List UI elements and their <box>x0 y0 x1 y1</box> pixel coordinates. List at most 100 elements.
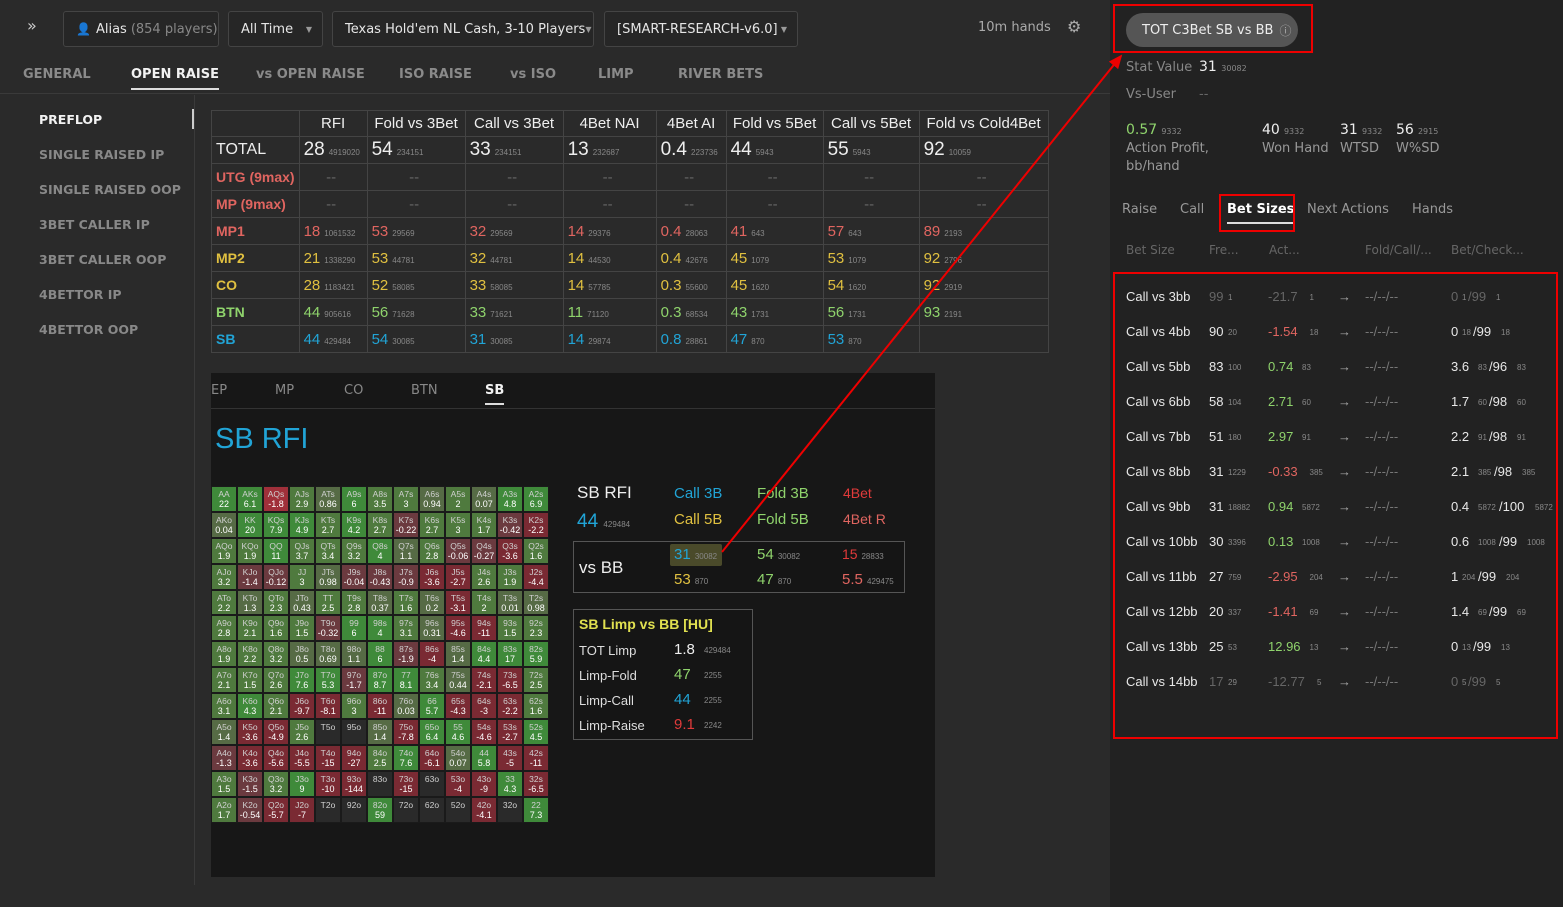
stats-cell[interactable]: 52 58085 <box>366 271 466 299</box>
stats-col-header[interactable]: 4Bet AI <box>655 110 727 137</box>
hand-cell[interactable]: 52o <box>445 796 471 823</box>
hand-cell[interactable]: J2s -4.4 <box>523 563 549 590</box>
stats-cell[interactable]: 54 234151 <box>366 136 466 164</box>
hand-cell[interactable]: 86s -4 <box>419 641 445 668</box>
stats-col-header[interactable]: Call vs 3Bet <box>464 110 564 137</box>
hand-cell[interactable]: KQs 7.9 <box>263 511 289 538</box>
hand-cell[interactable]: 97o -1.7 <box>341 667 367 694</box>
hand-cell[interactable]: Q2s 1.6 <box>523 537 549 564</box>
hand-cell[interactable]: 98s 4 <box>367 615 393 642</box>
stats-cell[interactable]: 28 4919020 <box>298 136 368 164</box>
stats-col-header[interactable]: Call vs 5Bet <box>822 110 920 137</box>
hand-cell[interactable]: 33 4.3 <box>497 770 523 797</box>
stats-cell[interactable]: 33 234151 <box>464 136 564 164</box>
bet-size-row[interactable]: Call vs 10bb 30 3396 0.13 1008 → --/--/-- 0.6 10… <box>1126 534 1546 554</box>
stat-pill[interactable]: TOT C3Bet SB vs BB ⓘ <box>1126 13 1298 47</box>
bet-size-row[interactable]: Call vs 6bb 58 104 2.71 60 → --/--/-- 1.7 60/98 6… <box>1126 394 1546 414</box>
hand-cell[interactable]: AQs -1.8 <box>263 486 289 512</box>
hand-cell[interactable]: J4o -5.5 <box>289 744 315 771</box>
hand-cell[interactable]: 76o 0.03 <box>393 693 419 720</box>
hand-cell[interactable]: J7s -0.9 <box>393 563 419 590</box>
hand-cell[interactable]: 53o -4 <box>445 770 471 797</box>
hand-cell[interactable]: J7o 7.6 <box>289 667 315 694</box>
stats-cell[interactable]: 53 44781 <box>366 244 466 272</box>
hand-cell[interactable]: Q5o -4.9 <box>263 719 289 745</box>
hand-cell[interactable]: 86o -11 <box>367 693 393 720</box>
tab-co[interactable]: CO <box>344 383 364 398</box>
hand-cell[interactable]: 87o 8.7 <box>367 667 393 694</box>
hand-cell[interactable]: A9s 6 <box>341 486 367 512</box>
hand-cell[interactable]: KTs 2.7 <box>315 511 341 538</box>
stats-row-label[interactable]: CO <box>211 271 300 299</box>
tab-btn[interactable]: BTN <box>411 383 438 398</box>
stats-cell[interactable]: -- <box>918 163 1049 191</box>
hand-cell[interactable]: K5s 3 <box>445 511 471 538</box>
stats-col-header[interactable]: RFI <box>298 110 368 137</box>
stats-cell[interactable]: -- <box>655 190 727 218</box>
stats-cell[interactable]: 92 2796 <box>918 244 1049 272</box>
stats-cell[interactable]: 21 1338290 <box>298 244 368 272</box>
hand-cell[interactable]: T6s 0.2 <box>419 589 445 616</box>
hand-cell[interactable]: T9s 2.8 <box>341 589 367 616</box>
profile-filter[interactable]: [SMART-RESEARCH-v6.0] ▼ <box>604 11 798 47</box>
time-filter[interactable]: All Time ▼ <box>228 11 323 47</box>
hand-cell[interactable]: J3o 9 <box>289 770 315 797</box>
hand-cell[interactable]: TT 2.5 <box>315 589 341 616</box>
stats-row-label[interactable]: MP (9max) <box>211 190 300 218</box>
bet-size-row[interactable]: Call vs 5bb 83 100 0.74 83 → --/--/-- 3.6 83/96 8… <box>1126 359 1546 379</box>
stats-cell[interactable]: 53 1079 <box>822 244 920 272</box>
stats-cell[interactable]: -- <box>366 163 466 191</box>
sidebar-item-4bettor-oop[interactable]: 4BETTOR OOP <box>39 322 139 337</box>
hand-cell[interactable]: Q8s 4 <box>367 537 393 564</box>
bet-size-row[interactable]: Call vs 4bb 90 20 -1.54 18 → --/--/-- 0 18/99 18 <box>1126 324 1546 344</box>
hand-cell[interactable]: J3s 1.9 <box>497 563 523 590</box>
hand-cell[interactable]: T7o 5.3 <box>315 667 341 694</box>
hand-cell[interactable]: 95o <box>341 719 367 745</box>
c3bet-cell[interactable] <box>670 544 722 566</box>
stats-cell[interactable]: 14 29376 <box>562 217 657 245</box>
stats-cell[interactable]: 43 1731 <box>725 298 824 326</box>
hand-cell[interactable]: Q3o 3.2 <box>263 770 289 797</box>
hand-cell[interactable]: K3o -1.5 <box>237 770 263 797</box>
hand-cell[interactable]: J6s -3.6 <box>419 563 445 590</box>
hand-cell[interactable]: K4o -3.6 <box>237 744 263 771</box>
expand-icon[interactable]: » <box>27 16 37 35</box>
hand-cell[interactable]: Q4o -5.6 <box>263 744 289 771</box>
stats-cell[interactable]: 0.3 68534 <box>655 298 727 326</box>
hand-cell[interactable]: 96s 0.31 <box>419 615 445 642</box>
stats-cell[interactable]: 55 5943 <box>822 136 920 164</box>
stats-cell[interactable]: 28 1183421 <box>298 271 368 299</box>
hand-cell[interactable]: J5o 2.6 <box>289 719 315 745</box>
hand-cell[interactable]: 75o -7.8 <box>393 719 419 745</box>
stats-cell[interactable]: 31 30085 <box>464 325 564 353</box>
tab-next-actions[interactable]: Next Actions <box>1307 202 1389 217</box>
hand-cell[interactable]: 63o <box>419 770 445 797</box>
hand-cell[interactable]: T5s -3.1 <box>445 589 471 616</box>
hand-cell[interactable]: 65o 6.4 <box>419 719 445 745</box>
hand-cell[interactable]: 74s -2.1 <box>471 667 497 694</box>
hand-cell[interactable]: 97s 3.1 <box>393 615 419 642</box>
stats-cell[interactable]: 0.8 28861 <box>655 325 727 353</box>
hand-cell[interactable]: JTs 0.98 <box>315 563 341 590</box>
hand-cell[interactable]: KJo -1.4 <box>237 563 263 590</box>
hand-cell[interactable]: 66 5.7 <box>419 693 445 720</box>
stats-row-label[interactable]: TOTAL <box>211 136 300 164</box>
hand-cell[interactable]: 85s 1.4 <box>445 641 471 668</box>
stats-cell[interactable]: 93 2191 <box>918 298 1049 326</box>
stats-cell[interactable]: 92 2919 <box>918 271 1049 299</box>
bet-size-row[interactable]: Call vs 14bb 17 29 -12.77 5 → --/--/-- 0 5/99 5 <box>1126 674 1546 694</box>
hand-cell[interactable]: 73s -6.5 <box>497 667 523 694</box>
hand-cell[interactable]: 76s 3.4 <box>419 667 445 694</box>
stats-cell[interactable]: 54 30085 <box>366 325 466 353</box>
tab-raise[interactable]: Raise <box>1122 202 1158 217</box>
hand-cell[interactable]: AJs 2.9 <box>289 486 315 512</box>
hand-cell[interactable]: 92o <box>341 796 367 823</box>
hand-cell[interactable]: 94o -27 <box>341 744 367 771</box>
hand-cell[interactable]: K3s -0.42 <box>497 511 523 538</box>
stats-cell[interactable]: 41 643 <box>725 217 824 245</box>
stats-cell[interactable]: -- <box>298 190 368 218</box>
hand-cell[interactable]: Q9s 3.2 <box>341 537 367 564</box>
stats-cell[interactable]: 14 29874 <box>562 325 657 353</box>
hand-cell[interactable]: T3s 0.01 <box>497 589 523 616</box>
stats-cell[interactable]: -- <box>464 190 564 218</box>
